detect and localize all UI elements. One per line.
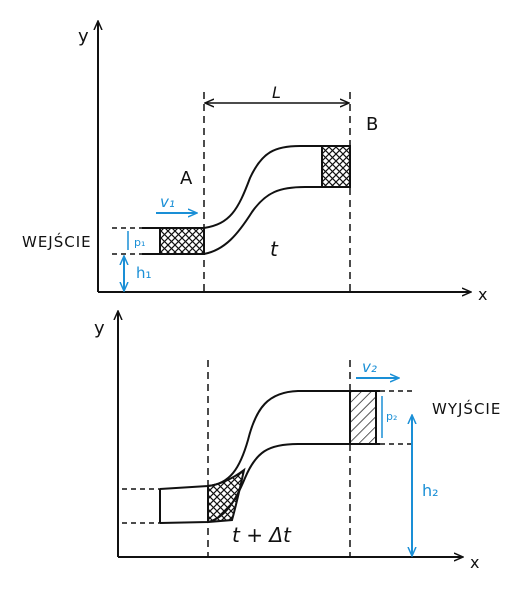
pipe-upper-wall-shifted: [159, 390, 380, 490]
top-x-label: x: [478, 285, 487, 304]
velocity-label-2: v₂: [362, 358, 377, 376]
time-label-shifted: t + Δt: [232, 523, 292, 547]
time-label: t: [270, 237, 279, 261]
outlet-label: WYJŚCIE: [432, 399, 501, 418]
pipe-lower-wall: [142, 186, 350, 255]
bottom-y-label: y: [94, 318, 105, 339]
inlet-label: WEJŚCIE: [22, 232, 92, 251]
height-label-2: h₂: [422, 481, 439, 500]
velocity-label-1: v₁: [160, 193, 175, 211]
pressure-label-2: p₂: [386, 410, 397, 423]
bottom-x-label: x: [470, 553, 479, 572]
bottom-diagram: y x v₂ p₂ WYJŚCIE h₂ t + Δt: [94, 312, 501, 572]
outlet-fluid-element: [321, 145, 351, 188]
outlet-fluid-element-shifted: [349, 390, 377, 445]
height-label-1: h₁: [136, 264, 152, 282]
point-b-label: B: [366, 114, 378, 135]
pipe-lower-wall-shifted: [159, 443, 380, 524]
point-a-label: A: [180, 168, 193, 189]
inlet-fluid-element-shifted: [207, 467, 246, 524]
pressure-label-1: p₁: [134, 236, 145, 249]
inlet-fluid-element: [159, 227, 205, 255]
top-diagram: y x L A B t WEJŚCIE v₁ p₁ h₁: [22, 22, 487, 304]
pipe-upper-wall: [142, 145, 350, 229]
top-y-label: y: [78, 26, 89, 47]
length-label: L: [272, 83, 281, 102]
